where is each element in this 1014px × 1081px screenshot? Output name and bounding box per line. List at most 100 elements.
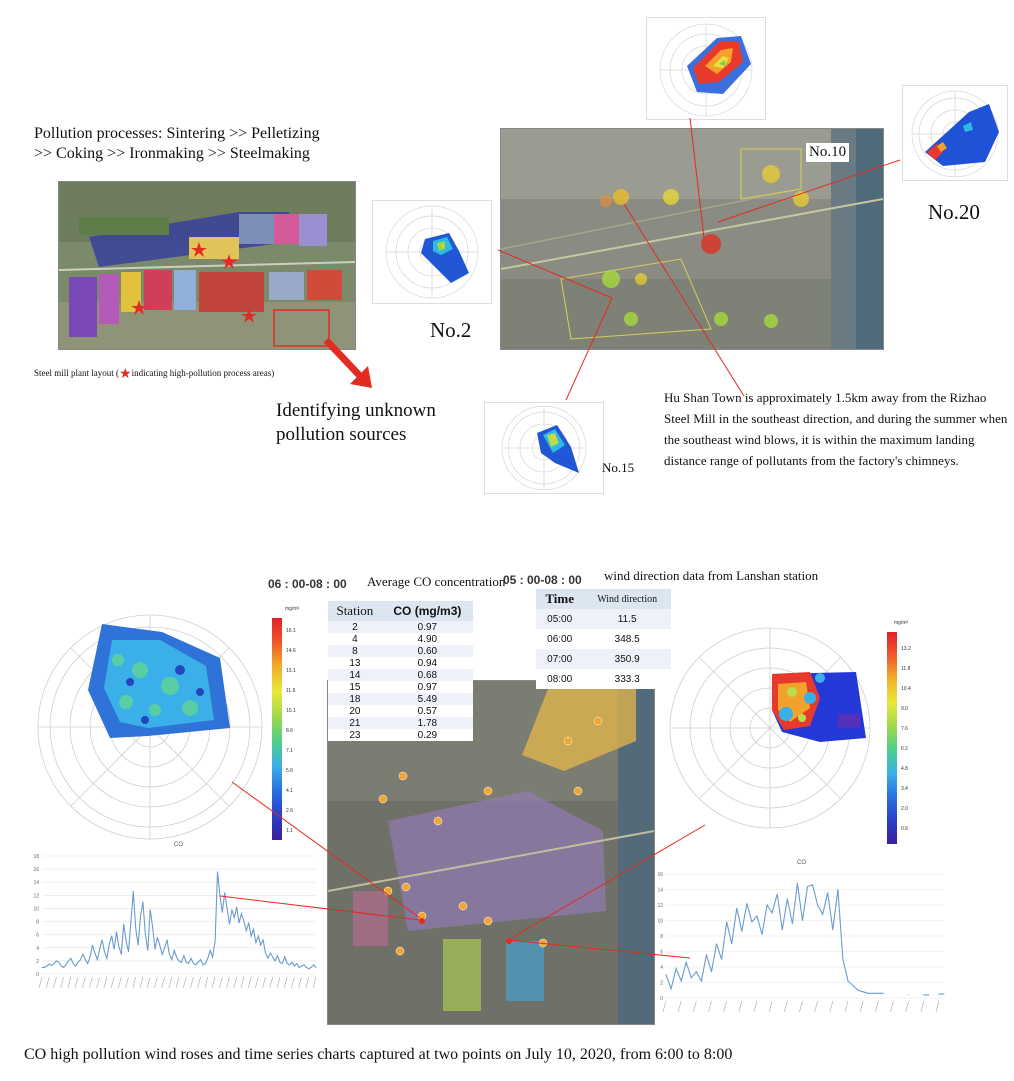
plant-layout-map: [58, 181, 356, 350]
chart-left-xtick: [175, 976, 180, 989]
chart-right-ytick-label: 12: [657, 903, 663, 909]
chart-left-ytick-label: 12: [33, 893, 39, 899]
chart-right-data-point: [751, 921, 753, 923]
chart-left-xtick: [291, 976, 295, 989]
chart-left-data-point: [250, 935, 252, 937]
chart-left-ytick-label: 6: [36, 933, 39, 939]
chart-left-xtick: [103, 976, 108, 989]
chart-left-data-point: [197, 961, 199, 963]
co-cell-station: 15: [349, 681, 361, 693]
chart-left-data-point: [55, 960, 57, 962]
chart-left-xtick: [233, 976, 237, 989]
layout-caption: Steel mill plant layout (★indicating hig…: [34, 366, 274, 383]
chart-left-data-point: [183, 955, 185, 957]
chart-left-xtick: [168, 976, 173, 989]
time-range-left: 06 : 00-08 : 00: [268, 577, 347, 591]
chart-right-xtick: [708, 1000, 712, 1013]
chart-left-data-point: [296, 963, 298, 965]
chart-right-xtick: [859, 1000, 864, 1013]
wind-rose-no2: [372, 200, 492, 304]
chart-left-xtick: [139, 976, 144, 989]
chart-left-data-point: [41, 966, 43, 968]
chart-left-xtick: [298, 976, 302, 989]
colorbar-right-tick: 9.0: [901, 706, 908, 712]
colorbar-right-tick: 7.6: [901, 726, 908, 732]
chart-left-data-point: [147, 949, 149, 951]
chart-left-ytick-label: 0: [36, 972, 39, 978]
chart-left-data-point: [96, 959, 98, 961]
colorbar-left-tick: 4.1: [286, 788, 293, 794]
chart-left-data-point: [281, 963, 283, 965]
chart-left-data-point: [284, 956, 286, 958]
chart-right-data-point: [746, 902, 748, 904]
chart-left-xtick: [305, 976, 310, 989]
chart-right-data-point: [791, 923, 793, 925]
chart-right-data-point: [827, 892, 829, 894]
colorbar-left-unit: mg/m³: [285, 606, 300, 612]
chart-right-xtick: [753, 1000, 758, 1013]
chart-left-data-point: [303, 964, 305, 966]
chart-left-data-point: [63, 966, 65, 968]
chart-left-data-point: [308, 968, 310, 970]
time-range-right: 05 : 00-08 : 00: [503, 573, 582, 587]
co-cell-value: 0.29: [417, 729, 438, 741]
chart-left-ytick-label: 16: [33, 867, 39, 873]
wind-rose-right: [669, 627, 871, 829]
chart-left-data-point: [128, 951, 130, 953]
chart-right-xtick: [693, 1000, 697, 1013]
chart-left-xtick: [247, 976, 252, 989]
wind-rose-no15: [484, 402, 604, 494]
chart-left-data-point: [214, 940, 216, 942]
wind-cell-direction: 348.5: [614, 633, 640, 645]
co-cell-station: 18: [328, 693, 382, 705]
colorbar-left: [272, 618, 282, 840]
co-cell-value: 0.97: [381, 621, 473, 633]
chart-left-data-point: [240, 913, 242, 915]
chart-left-xtick: [211, 976, 216, 989]
co-cell-value: 0.94: [417, 657, 438, 669]
chart-right-data-point: [857, 989, 859, 991]
colorbar-left-tick: 10.1: [286, 708, 296, 714]
chart-left-data-point: [286, 963, 288, 965]
chart-right-data-point: [812, 884, 814, 886]
wind-rose-no20: [902, 85, 1008, 181]
colorbar-right-tick: 6.2: [901, 746, 908, 752]
colorbar-left-tick: 11.6: [286, 688, 296, 694]
co-cell-station: 4: [352, 633, 358, 645]
chart-right-data-point: [822, 913, 824, 915]
station-label-no20: No.20: [928, 200, 980, 224]
chart-right-xtick: [738, 1000, 743, 1013]
co-cell-station: 13: [349, 657, 361, 669]
chart-left-data-point: [60, 965, 62, 967]
chart-left-data-point: [272, 956, 274, 958]
chart-left-data-point: [178, 960, 180, 962]
colorbar-right-tick: 4.8: [901, 766, 908, 772]
chart-right-data-point: [670, 988, 672, 990]
chart-left-data-point: [149, 909, 151, 911]
chart-left-ytick-label: 8: [36, 920, 39, 926]
colorbar-right-tick: 2.0: [901, 806, 908, 812]
colorbar-right-tick: 10.4: [901, 686, 911, 692]
chart-left-xtick: [60, 976, 64, 989]
chart-left-data-point: [84, 959, 86, 961]
chart-right-data-point: [862, 991, 864, 993]
chart-left-data-point: [204, 963, 206, 965]
co-cell-value: 0.60: [381, 645, 473, 657]
chart-right-data-point: [700, 980, 702, 982]
co-cell-value: 4.90: [417, 633, 438, 645]
chart-right-xtick: [875, 1000, 879, 1013]
colorbar-right: [887, 632, 897, 844]
chart-left-data-point: [248, 922, 250, 924]
chart-left-data-point: [140, 915, 142, 917]
chart-right-data-point: [766, 904, 768, 906]
chart-left-xtick: [81, 976, 86, 989]
figure-caption: CO high pollution wind roses and time se…: [24, 1046, 733, 1063]
chart-left-xtick: [283, 976, 288, 989]
chart-left-xtick: [118, 976, 122, 989]
chart-left-data-point: [154, 948, 156, 950]
chart-right-data-point: [923, 994, 925, 996]
chart-left-data-point: [260, 944, 262, 946]
chart-left-data-point: [113, 948, 115, 950]
chart-right-data-point: [817, 904, 819, 906]
chart-left-data-point: [48, 963, 50, 965]
